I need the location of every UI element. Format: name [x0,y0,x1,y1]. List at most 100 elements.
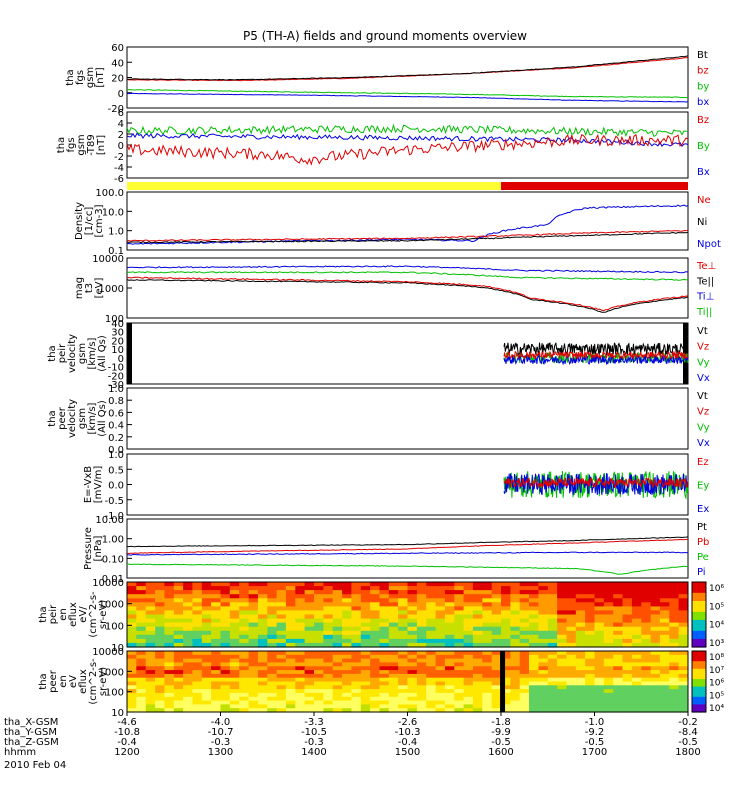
spectrogram-cell [613,618,624,624]
spectrogram-cell [360,606,371,612]
spectrogram-cell [622,634,633,640]
spectrogram-cell [416,594,427,599]
spectrogram-cell [631,700,642,705]
spectrogram-cell [501,692,511,698]
spectrogram-cell [136,626,147,632]
spectrogram-cell [220,692,231,698]
spectrogram-cell [613,598,624,603]
spectrogram-cell [257,594,268,599]
spectrogram-cell [529,610,539,616]
spectrogram-cell [145,692,156,698]
spectrogram-cell [304,696,315,702]
spectrogram-cell [641,634,652,640]
spectrogram-cell [276,654,287,660]
spectrogram-cell [659,681,670,686]
spectrogram-cell [332,681,343,686]
spectrogram-cell [557,662,567,667]
spectrogram-cell [678,666,689,671]
colorbar-label: 10⁵ [709,691,724,701]
spectrogram-cell [388,666,399,671]
spectrogram-cell [407,614,418,620]
spectrogram-cell [426,582,437,587]
spectrogram-cell [547,634,558,640]
spectrogram-cell [678,651,689,656]
spectrogram-cell [472,651,483,656]
spectrogram-cell [454,708,465,713]
spectrogram-cell [127,602,137,607]
spectrogram-cell [501,677,511,683]
spectrogram-cell [370,708,380,713]
spectrogram-cell [398,582,408,587]
spectrogram-cell [566,700,577,705]
spectrogram-cell [173,654,184,660]
spectrogram-cell [557,614,567,620]
spectrogram-cell [463,654,474,660]
spectrogram-cell [164,626,175,632]
spectrogram-cell [585,626,595,632]
y-tick-label: -0.5 [104,496,124,507]
spectrogram-cell [594,673,605,679]
legend-entry: Bx [697,167,710,178]
spectrogram-cell [678,614,689,620]
spectrogram-cell [529,602,539,607]
spectrogram-cell [501,582,511,587]
spectrogram-cell [323,586,334,591]
spectrogram-cell [585,685,595,690]
spectrogram-cell [566,602,577,607]
legend-entry: Ex [697,504,709,515]
spectrogram-cell [155,626,165,632]
spectrogram-cell [201,626,212,632]
spectrogram-cell [538,662,549,667]
colorbar-segment [692,595,706,599]
spectrogram-cell [444,582,455,587]
spectrogram-cell [566,658,577,663]
spectrogram-cell [351,658,362,663]
spectrogram-cell [641,638,652,644]
spectrogram-cell [388,590,399,595]
spectrogram-cell [491,692,502,698]
legend-entry: Ni [697,217,707,228]
spectrogram-cell [529,626,539,632]
spectrogram-cell [669,622,680,628]
spectrogram-cell [678,658,689,663]
spectrogram-cell [248,622,259,628]
spectrogram-cell [547,630,558,636]
spectrogram-cell [622,598,633,603]
spectrogram-cell [379,622,390,628]
spectrogram-cell [603,696,614,702]
spectrogram-cell [323,673,334,679]
spectrogram-cell [351,598,362,603]
spectrogram-cell [314,673,324,679]
spectrogram-cell [641,582,652,587]
spectrogram-cell [407,602,418,607]
spectrogram-cell [183,618,193,624]
spectrogram-cell [669,658,680,663]
spectrogram-cell [482,662,493,667]
spectrogram-cell [622,610,633,616]
spectrogram-cell [388,696,399,702]
spectrogram-cell [519,685,530,690]
spectrogram-cell [145,666,156,671]
spectrogram-cell [285,582,296,587]
spectrogram-cell [416,670,427,675]
spectrogram-cell [388,582,399,587]
spectrogram-cell [323,638,334,644]
spectrogram-cell [211,614,221,620]
spectrogram-cell [239,586,250,591]
spectrogram-cell [304,651,315,656]
spectrogram-cell [603,642,614,648]
spectrogram-cell [482,689,493,694]
spectrogram-cell [398,704,408,709]
spectrogram-cell [370,590,380,595]
spectrogram-cell [379,594,390,599]
series-line-te-perp [126,276,689,312]
spectrogram-cell [211,594,221,599]
spectrogram-cell [538,586,549,591]
spectrogram-cell [641,590,652,595]
spectrogram-cell [155,689,165,694]
y-tick-label: 10 [111,345,124,356]
colorbar-segment [692,663,706,667]
spectrogram-cell [211,638,221,644]
spectrogram-cell [229,602,240,607]
spectrogram-cell [426,681,437,686]
